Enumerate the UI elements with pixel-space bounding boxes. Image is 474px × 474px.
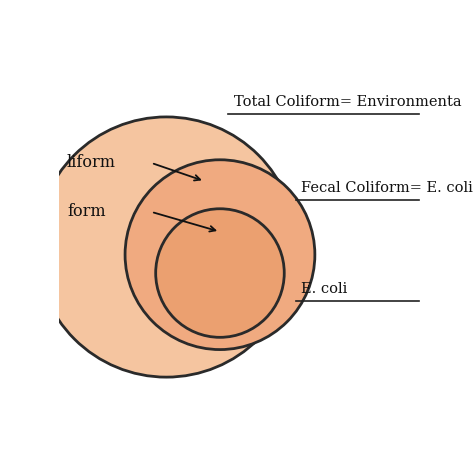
Text: Total Coliform= Environmenta: Total Coliform= Environmenta	[234, 95, 461, 109]
Text: Fecal Coliform= E. coli +: Fecal Coliform= E. coli +	[301, 181, 474, 195]
Text: form: form	[67, 203, 106, 220]
Circle shape	[155, 209, 284, 337]
Circle shape	[125, 160, 315, 350]
Text: liform: liform	[67, 155, 116, 171]
Circle shape	[36, 117, 297, 377]
Text: E. coli: E. coli	[301, 282, 347, 296]
